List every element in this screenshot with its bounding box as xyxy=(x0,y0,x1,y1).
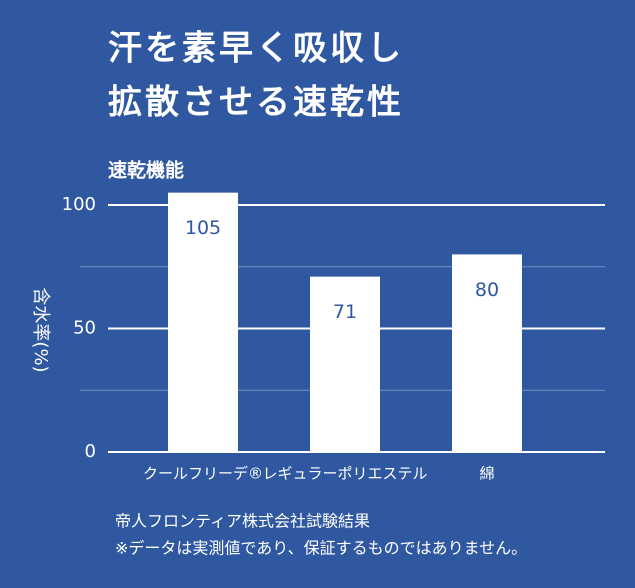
bar xyxy=(310,276,380,452)
x-tick-label: クールフリーデ® xyxy=(143,465,263,483)
chart-title: 汗を素早く吸収し xyxy=(108,29,404,69)
chart-subtitle: 速乾機能 xyxy=(108,159,184,182)
value-label: 71 xyxy=(333,301,357,323)
note: ※データは実測値であり、保証するものではありません。 xyxy=(115,539,527,558)
note: 帝人フロンティア株式会社試験結果 xyxy=(115,512,370,531)
bar xyxy=(452,254,522,452)
x-tick-label: 綿 xyxy=(479,465,494,483)
y-axis-label: 含水率(%) xyxy=(30,287,51,372)
value-label: 80 xyxy=(475,279,499,301)
bar xyxy=(168,192,238,452)
y-tick-label: 50 xyxy=(73,318,96,339)
x-tick-label: レギュラーポリエステル xyxy=(262,465,427,483)
value-label: 105 xyxy=(185,217,221,239)
y-tick-label: 100 xyxy=(62,194,96,215)
y-tick-label: 0 xyxy=(85,441,96,462)
chart-title-line2: 拡散させる速乾性 xyxy=(108,83,404,123)
